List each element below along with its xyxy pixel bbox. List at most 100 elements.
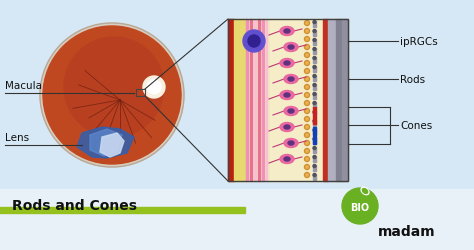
Ellipse shape <box>361 188 369 195</box>
Circle shape <box>313 111 316 114</box>
Bar <box>266 20 267 181</box>
Circle shape <box>306 134 308 137</box>
Text: ipRGCs: ipRGCs <box>400 37 438 47</box>
Circle shape <box>304 141 310 146</box>
Bar <box>270 20 325 181</box>
Circle shape <box>313 174 316 177</box>
Circle shape <box>304 149 310 154</box>
Circle shape <box>313 138 316 141</box>
Circle shape <box>304 77 310 82</box>
Bar <box>246 20 248 181</box>
Circle shape <box>306 174 308 176</box>
Circle shape <box>306 142 308 144</box>
Bar <box>228 20 234 181</box>
Bar <box>250 20 252 181</box>
Circle shape <box>306 23 308 25</box>
Circle shape <box>306 94 308 97</box>
Circle shape <box>313 75 316 78</box>
Circle shape <box>306 166 308 168</box>
Ellipse shape <box>362 189 368 194</box>
Bar <box>313 49 316 55</box>
Circle shape <box>304 101 310 106</box>
Bar <box>313 128 316 136</box>
Bar <box>313 85 316 91</box>
Circle shape <box>313 165 316 168</box>
Ellipse shape <box>280 155 294 164</box>
Bar <box>228 20 348 181</box>
Bar <box>313 31 316 37</box>
Bar <box>313 136 316 144</box>
Circle shape <box>304 30 310 34</box>
Bar <box>0 207 245 213</box>
Circle shape <box>306 46 308 49</box>
Circle shape <box>304 117 310 122</box>
Circle shape <box>306 118 308 121</box>
Circle shape <box>306 62 308 65</box>
Bar <box>313 130 316 136</box>
Circle shape <box>304 133 310 138</box>
Bar <box>313 112 316 117</box>
Ellipse shape <box>284 75 298 84</box>
Circle shape <box>313 147 316 150</box>
Text: Cones: Cones <box>400 120 432 130</box>
Circle shape <box>304 85 310 90</box>
Bar <box>342 20 348 181</box>
Circle shape <box>304 157 310 162</box>
Circle shape <box>304 69 310 74</box>
Ellipse shape <box>284 107 298 116</box>
Text: Rods and Cones: Rods and Cones <box>12 198 137 212</box>
Polygon shape <box>77 128 134 158</box>
Bar <box>234 20 246 181</box>
Bar <box>313 174 316 180</box>
Bar <box>313 102 316 108</box>
Circle shape <box>248 36 260 48</box>
Circle shape <box>313 84 316 87</box>
Ellipse shape <box>280 123 294 132</box>
Bar <box>254 20 256 181</box>
Circle shape <box>40 24 184 167</box>
Wedge shape <box>43 27 181 96</box>
Bar <box>313 156 316 162</box>
Circle shape <box>306 102 308 105</box>
Ellipse shape <box>280 59 294 68</box>
Bar <box>313 165 316 171</box>
Bar <box>0 189 474 250</box>
Circle shape <box>306 78 308 81</box>
Bar <box>336 20 342 181</box>
Circle shape <box>306 86 308 89</box>
Circle shape <box>243 31 265 53</box>
Ellipse shape <box>288 78 294 82</box>
Circle shape <box>304 109 310 114</box>
Circle shape <box>304 93 310 98</box>
Circle shape <box>306 70 308 73</box>
Bar <box>313 67 316 73</box>
Ellipse shape <box>284 43 298 52</box>
Circle shape <box>313 156 316 159</box>
Ellipse shape <box>288 142 294 146</box>
Circle shape <box>313 48 316 51</box>
Circle shape <box>306 54 308 57</box>
Polygon shape <box>90 130 122 156</box>
Circle shape <box>313 22 316 25</box>
Bar <box>313 76 316 82</box>
Ellipse shape <box>288 46 294 50</box>
Circle shape <box>304 165 310 170</box>
Circle shape <box>304 37 310 42</box>
Circle shape <box>304 125 310 130</box>
Ellipse shape <box>284 157 290 161</box>
Circle shape <box>147 81 161 94</box>
Circle shape <box>313 120 316 123</box>
Bar <box>262 20 264 181</box>
Bar <box>258 20 260 181</box>
Text: madam: madam <box>378 224 436 238</box>
Bar <box>313 94 316 100</box>
Circle shape <box>306 150 308 152</box>
Ellipse shape <box>284 30 290 34</box>
Ellipse shape <box>280 28 294 36</box>
Ellipse shape <box>284 62 290 66</box>
Text: Macula: Macula <box>5 81 42 91</box>
Circle shape <box>313 39 316 42</box>
Ellipse shape <box>284 126 290 130</box>
Circle shape <box>304 61 310 66</box>
Circle shape <box>304 53 310 58</box>
